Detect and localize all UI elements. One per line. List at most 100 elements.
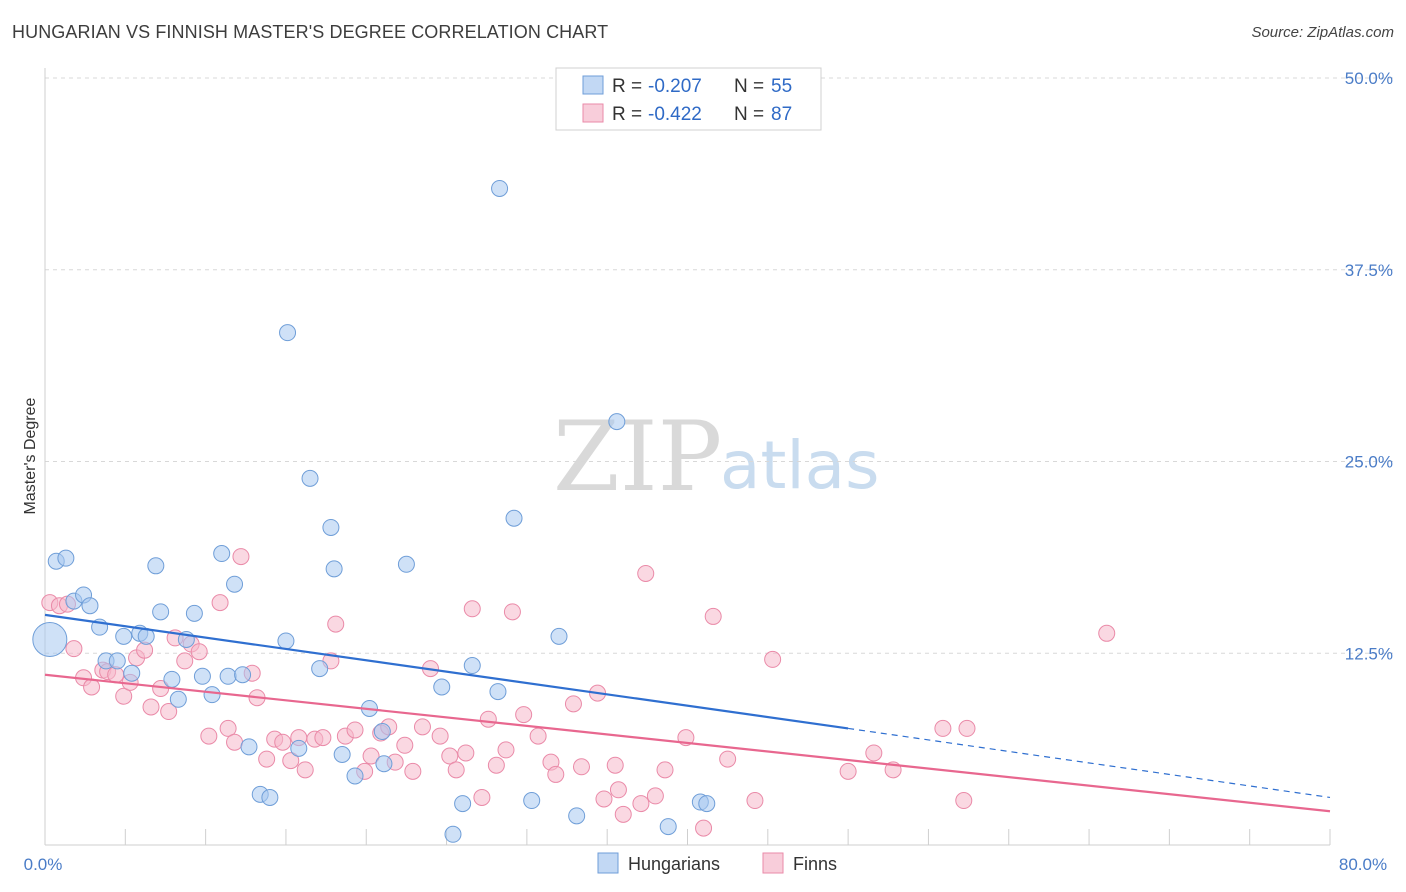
y-tick-label-0: 12.5% <box>1345 644 1393 663</box>
chart-title: HUNGARIAN VS FINNISH MASTER'S DEGREE COR… <box>12 22 609 42</box>
hungarian-point-41 <box>433 678 451 696</box>
hungarian-point-31 <box>301 469 319 487</box>
bottom-legend-hungarians: Hungarians <box>628 854 720 874</box>
finn-point-78 <box>764 650 782 668</box>
finn-point-72 <box>656 761 674 779</box>
hungarian-point-34 <box>325 560 343 578</box>
finn-point-44 <box>396 736 414 754</box>
y-tick-label-2: 37.5% <box>1345 261 1393 280</box>
trend-lines <box>44 613 1331 813</box>
hungarian-point-45 <box>489 683 507 701</box>
hungarian-point-51 <box>608 413 626 431</box>
hungarian-point-0 <box>32 621 68 657</box>
hungarians-points <box>32 179 716 843</box>
finn-point-71 <box>646 787 664 805</box>
hungarian-point-36 <box>346 767 364 785</box>
finn-point-23 <box>226 733 244 751</box>
bottom-legend-finns: Finns <box>793 854 837 874</box>
bottom-legend: Hungarians Finns <box>597 852 837 874</box>
finn-point-84 <box>958 719 976 737</box>
finn-point-15 <box>160 703 178 721</box>
hungarian-point-10 <box>123 664 141 682</box>
finn-point-58 <box>515 706 533 724</box>
finn-point-40 <box>362 747 380 765</box>
hungarian-point-43 <box>454 795 472 813</box>
finn-point-74 <box>695 819 713 837</box>
hungarian-point-18 <box>185 604 203 622</box>
finn-point-36 <box>327 615 345 633</box>
y-tick-labels: 12.5% 25.0% 37.5% 50.0% <box>1345 69 1393 663</box>
finn-point-80 <box>865 744 883 762</box>
y-tick-label-1: 25.0% <box>1345 453 1393 472</box>
hungarian-point-35 <box>333 745 351 763</box>
hungarian-point-15 <box>163 670 181 688</box>
legend-r-label-1: R = <box>612 104 642 125</box>
hungarian-point-16 <box>169 690 187 708</box>
finn-point-56 <box>497 741 515 759</box>
finn-point-45 <box>404 762 422 780</box>
hungarian-point-19 <box>193 667 211 685</box>
finn-point-3 <box>65 640 83 658</box>
y-tick-label-3: 50.0% <box>1345 69 1393 88</box>
hungarian-point-48 <box>523 792 541 810</box>
hungarian-point-42 <box>444 825 462 843</box>
finn-point-66 <box>606 756 624 774</box>
hungarian-point-30 <box>290 739 308 757</box>
bottom-legend-swatch-hungarians <box>597 852 619 874</box>
x-tick-label-0: 0.0% <box>24 855 63 874</box>
finn-point-79 <box>839 762 857 780</box>
finn-point-19 <box>190 643 208 661</box>
finn-point-20 <box>200 727 218 745</box>
hungarian-point-50 <box>568 807 586 825</box>
hungarian-point-32 <box>311 660 329 678</box>
watermark-atlas: atlas <box>720 427 880 504</box>
legend-r-value-0: -0.207 <box>648 76 702 97</box>
finn-point-30 <box>282 752 300 770</box>
finn-point-29 <box>274 733 292 751</box>
hungarian-point-52 <box>659 818 677 836</box>
hungarian-point-2 <box>57 549 75 567</box>
finn-point-65 <box>595 790 613 808</box>
finn-point-55 <box>487 756 505 774</box>
hungarian-point-8 <box>108 652 126 670</box>
finn-point-17 <box>176 652 194 670</box>
finns-trend-line <box>44 673 1331 813</box>
hungarian-point-21 <box>213 545 231 563</box>
finn-point-83 <box>955 792 973 810</box>
finn-point-38 <box>346 721 364 739</box>
hungarian-point-25 <box>240 738 258 756</box>
finn-point-49 <box>441 747 459 765</box>
finn-point-75 <box>704 607 722 625</box>
legend-n-value-1: 87 <box>771 104 792 125</box>
finn-point-5 <box>83 678 101 696</box>
hungarian-point-14 <box>152 603 170 621</box>
hungarian-point-54 <box>698 795 716 813</box>
hungarian-point-23 <box>226 575 244 593</box>
finn-point-48 <box>431 727 449 745</box>
finn-point-67 <box>609 781 627 799</box>
hungarian-point-39 <box>375 755 393 773</box>
finns-points <box>41 548 1116 837</box>
legend-swatch-hungarians <box>582 75 604 95</box>
finn-point-77 <box>746 792 764 810</box>
legend-n-label-0: N = <box>734 76 764 97</box>
legend-n-label-1: N = <box>734 104 764 125</box>
legend-n-value-0: 55 <box>771 76 792 97</box>
finn-point-53 <box>473 788 491 806</box>
finn-point-82 <box>934 719 952 737</box>
finn-point-52 <box>463 600 481 618</box>
finn-point-76 <box>719 750 737 768</box>
finn-point-21 <box>211 594 229 612</box>
finn-point-62 <box>564 695 582 713</box>
hungarian-point-49 <box>550 627 568 645</box>
hungarian-point-27 <box>261 788 279 806</box>
hungarian-point-24 <box>234 666 252 684</box>
x-axis-ticks <box>44 829 1331 845</box>
legend-swatch-finns <box>582 103 604 123</box>
finn-point-9 <box>115 687 133 705</box>
hungarians-trend-line <box>44 613 849 730</box>
finn-point-57 <box>503 603 521 621</box>
finn-point-69 <box>632 795 650 813</box>
hungarian-point-40 <box>397 555 415 573</box>
finn-point-13 <box>142 698 160 716</box>
